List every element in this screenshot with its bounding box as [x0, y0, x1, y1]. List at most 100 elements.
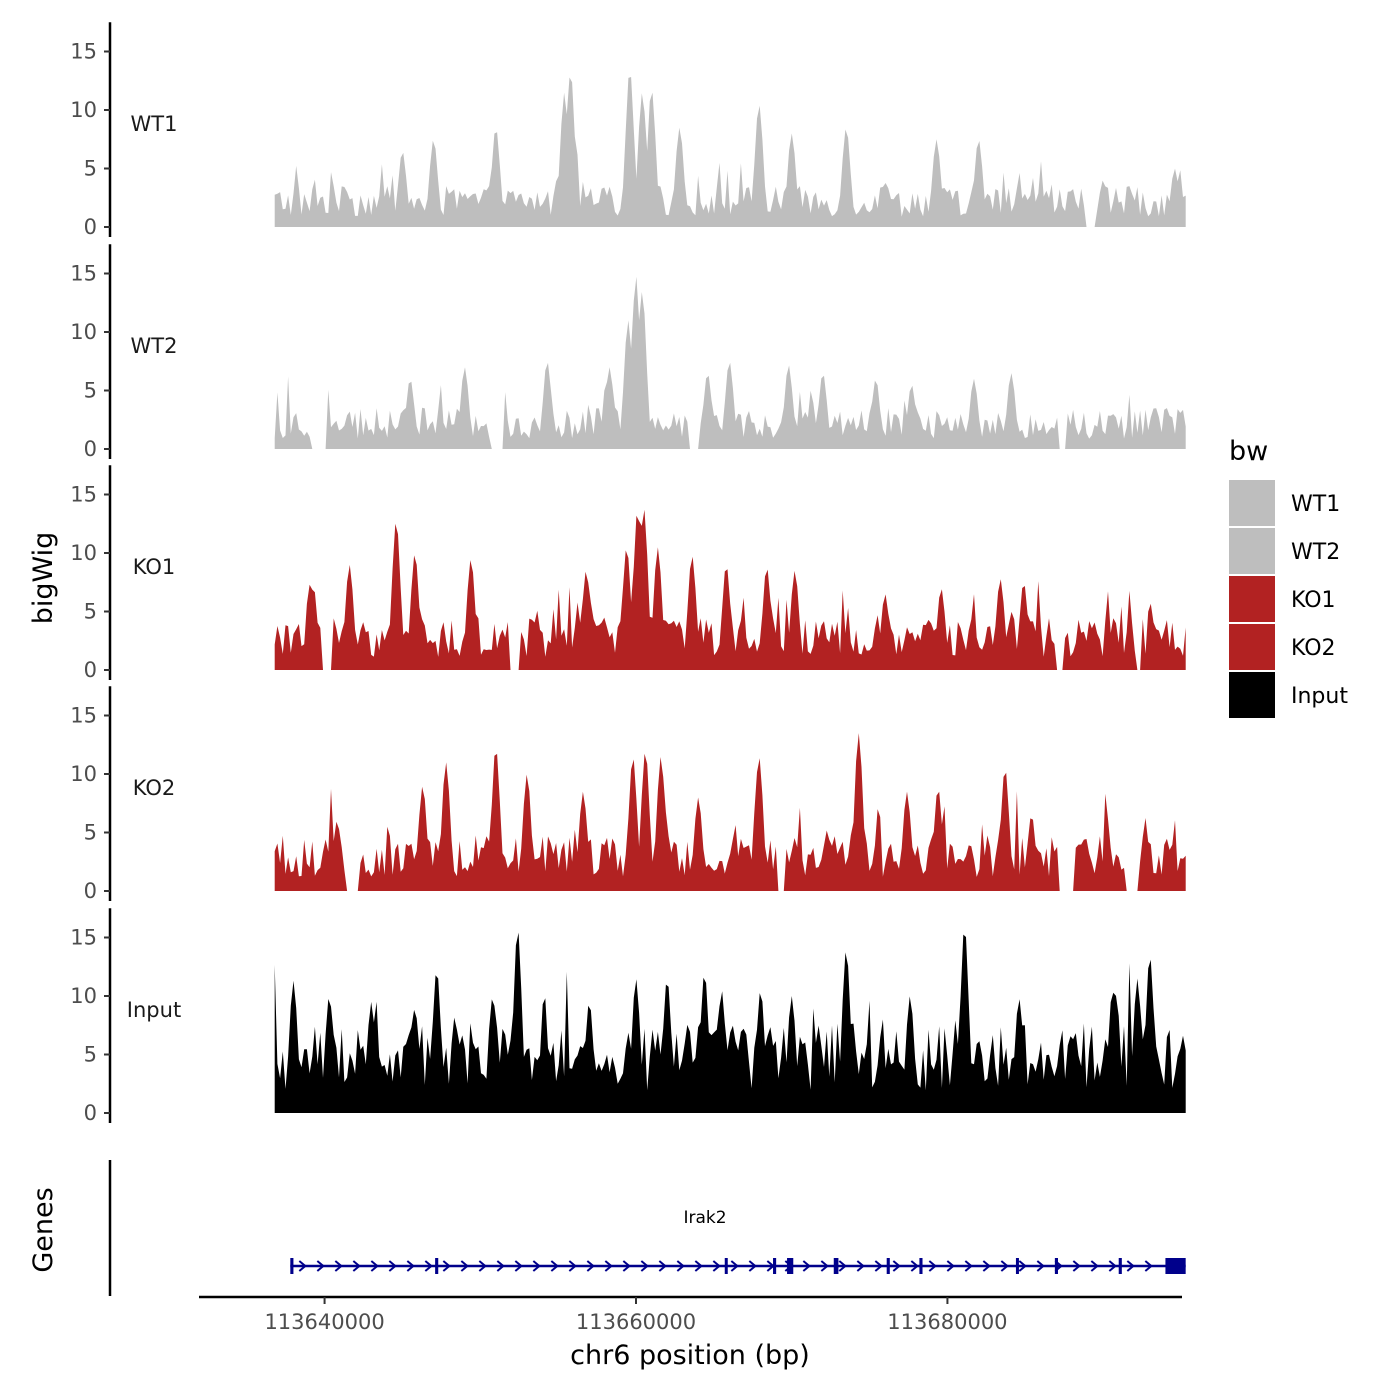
- strand-arrow-icon: [1108, 1260, 1117, 1272]
- strand-arrow-icon: [1072, 1260, 1081, 1272]
- strand-arrow-icon: [748, 1260, 757, 1272]
- track-ko1: 0 5 10 15 KO1: [70, 465, 1186, 682]
- strand-arrow-icon: [352, 1260, 361, 1272]
- y-tick-label: 10: [70, 541, 97, 565]
- y-tick-label: 10: [70, 320, 97, 344]
- gene-exon: [724, 1258, 728, 1274]
- strand-arrow-icon: [568, 1260, 577, 1272]
- coverage-area-wt1: [274, 77, 1186, 227]
- y-tick-label: 10: [70, 98, 97, 122]
- strand-arrow-icon: [1018, 1260, 1027, 1272]
- strand-arrow-icon: [946, 1260, 955, 1272]
- track-wt1: 0 5 10 15 WT1: [70, 22, 1186, 239]
- track-label-wt2: WT2: [131, 334, 178, 358]
- gene-exon: [435, 1258, 439, 1274]
- strand-arrow-icon: [388, 1260, 397, 1272]
- y-tick-label: 0: [84, 879, 97, 903]
- strand-arrow-icon: [676, 1260, 685, 1272]
- coverage-area-wt2: [274, 276, 1186, 449]
- strand-arrow-icon: [964, 1260, 973, 1272]
- gene-model: [290, 1258, 1186, 1274]
- coverage-area-ko2: [274, 733, 1186, 891]
- legend-key-wt1: [1229, 480, 1275, 526]
- y-tick-label: 5: [84, 379, 97, 403]
- legend-key-wt2: [1229, 528, 1275, 574]
- legend-label-input: Input: [1291, 684, 1348, 709]
- y-tick-label: 15: [70, 704, 97, 728]
- x-tick-label: 113680000: [887, 1310, 1007, 1334]
- legend-label-wt1: WT1: [1291, 492, 1340, 517]
- legend-key-input: [1229, 672, 1275, 718]
- strand-arrow-icon: [460, 1260, 469, 1272]
- strand-arrow-icon: [532, 1260, 541, 1272]
- x-axis: chr6 position (bp) 113640000 113660000 113…: [199, 1295, 1182, 1371]
- strand-arrow-icon: [640, 1260, 649, 1272]
- gene-exon: [773, 1258, 777, 1274]
- strand-arrow-icon: [1090, 1260, 1099, 1272]
- strand-arrow-icon: [604, 1260, 613, 1272]
- gene-exon: [1054, 1258, 1058, 1274]
- strand-arrow-icon: [694, 1260, 703, 1272]
- track-input: 0 5 10 15 Input: [70, 908, 1186, 1125]
- coverage-area-ko1: [274, 509, 1186, 670]
- gene-exon: [290, 1258, 294, 1274]
- legend-label-ko1: KO1: [1291, 588, 1336, 613]
- y-tick-label: 10: [70, 762, 97, 786]
- strand-arrow-icon: [928, 1260, 937, 1272]
- gene-label: Irak2: [683, 1208, 726, 1228]
- track-wt2: 0 5 10 15 WT2: [70, 244, 1186, 461]
- track-label-input: Input: [127, 998, 181, 1022]
- gene-exon: [1118, 1258, 1122, 1274]
- y-tick-label: 0: [84, 658, 97, 682]
- strand-arrow-icon: [1036, 1260, 1045, 1272]
- y-tick-label: 15: [70, 926, 97, 950]
- gene-exon: [1165, 1258, 1186, 1274]
- y-tick-label: 10: [70, 984, 97, 1008]
- gene-exon: [886, 1258, 890, 1274]
- genes-panel-title: Genes: [28, 1187, 59, 1272]
- legend-title: bw: [1229, 436, 1268, 467]
- strand-arrow-icon: [892, 1260, 901, 1272]
- y-tick-label: 15: [70, 262, 97, 286]
- strand-arrow-icon: [442, 1260, 451, 1272]
- legend: bw WT1 WT2 KO1 KO2 Input: [1229, 436, 1348, 718]
- strand-arrow-icon: [802, 1260, 811, 1272]
- coverage-tracks: 0 5 10 15 WT1 0 5 10 15 WT2 0 5 10 15 KO1 0 5 10 15 KO2 0 5 10…: [70, 22, 1186, 1125]
- strand-arrow-icon: [370, 1260, 379, 1272]
- strand-arrow-icon: [838, 1260, 847, 1272]
- x-axis-title: chr6 position (bp): [570, 1340, 810, 1371]
- genes-panel: Genes Irak2: [28, 1160, 1186, 1296]
- y-tick-label: 0: [84, 1101, 97, 1125]
- gene-exon: [787, 1258, 794, 1274]
- y-tick-label: 5: [84, 821, 97, 845]
- strand-arrow-icon: [514, 1260, 523, 1272]
- gene-exon: [919, 1258, 923, 1274]
- strand-arrow-icon: [550, 1260, 559, 1272]
- x-tick-label: 113660000: [576, 1310, 696, 1334]
- strand-arrow-icon: [910, 1260, 919, 1272]
- strand-arrow-icon: [334, 1260, 343, 1272]
- legend-key-ko1: [1229, 576, 1275, 622]
- strand-arrow-icon: [478, 1260, 487, 1272]
- strand-arrow-icon: [1000, 1260, 1009, 1272]
- coverage-area-input: [274, 932, 1186, 1113]
- y-tick-label: 0: [84, 437, 97, 461]
- legend-key-ko2: [1229, 624, 1275, 670]
- strand-arrow-icon: [730, 1260, 739, 1272]
- strand-arrow-icon: [622, 1260, 631, 1272]
- strand-arrow-icon: [586, 1260, 595, 1272]
- strand-arrow-icon: [1126, 1260, 1135, 1272]
- strand-arrow-icon: [496, 1260, 505, 1272]
- gene-exon: [1015, 1258, 1019, 1274]
- strand-arrow-icon: [1144, 1260, 1153, 1272]
- x-tick-label: 113640000: [264, 1310, 384, 1334]
- y-tick-label: 5: [84, 1043, 97, 1067]
- strand-arrow-icon: [856, 1260, 865, 1272]
- strand-arrow-icon: [982, 1260, 991, 1272]
- strand-arrow-icon: [658, 1260, 667, 1272]
- y-tick-label: 5: [84, 157, 97, 181]
- strand-arrow-icon: [820, 1260, 829, 1272]
- legend-label-wt2: WT2: [1291, 540, 1340, 565]
